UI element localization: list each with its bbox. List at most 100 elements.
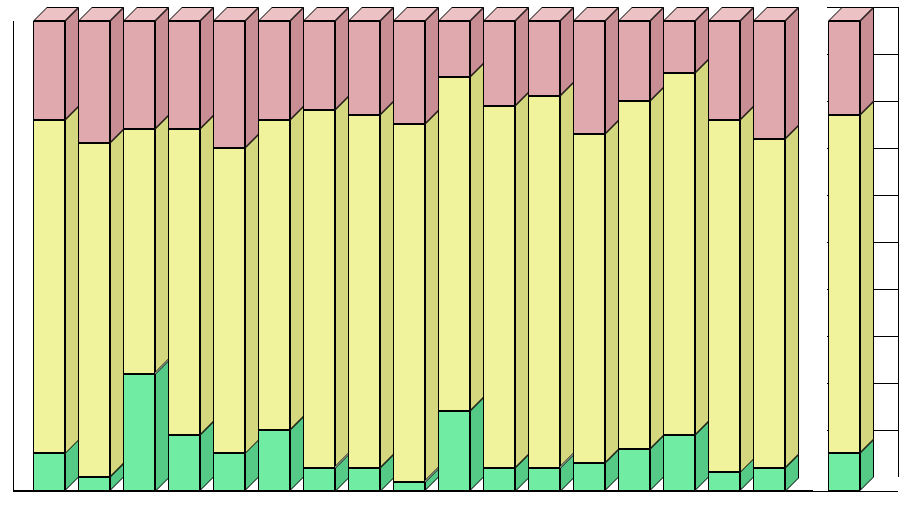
bar-segment-top	[33, 21, 65, 120]
bar-segment-bottom	[348, 468, 380, 492]
bar-segment-front	[393, 482, 425, 491]
bar-segment-bottom	[123, 374, 155, 492]
bar-column	[33, 21, 65, 491]
bar-segment-top	[528, 21, 560, 96]
bar-segment-side	[245, 134, 259, 454]
bar-segment-front	[123, 374, 155, 492]
bar-segment-side	[860, 101, 874, 453]
bar-segment-middle	[618, 101, 650, 449]
bar-segment-bottom	[303, 468, 335, 492]
bar-segment-middle	[78, 143, 110, 477]
bar-segment-middle	[663, 73, 695, 435]
bar-segment-front	[393, 124, 425, 481]
bar-segment-side	[110, 129, 124, 477]
bar-segment-front	[348, 468, 380, 492]
bar-segment-front	[438, 77, 470, 411]
bar-segment-bottom	[438, 411, 470, 491]
bar-column	[258, 21, 290, 491]
bar-segment-front	[438, 411, 470, 491]
bar-segment-front	[123, 129, 155, 373]
bar-segment-top	[168, 21, 200, 129]
bar-segment-middle	[438, 77, 470, 411]
bar-segment-top	[438, 21, 470, 77]
bar-segment-front	[483, 21, 515, 106]
bar-segment-middle	[393, 124, 425, 481]
bar-segment-middle	[33, 120, 65, 454]
bar-segment-side	[65, 7, 79, 120]
bar-segment-top	[348, 21, 380, 115]
bar-segment-bottom	[618, 449, 650, 491]
bar-segment-top	[78, 21, 110, 143]
bar-segment-side	[200, 7, 214, 129]
bar-segment-bottom	[483, 468, 515, 492]
bar-segment-side	[245, 7, 259, 148]
bar-segment-top	[708, 21, 740, 120]
bar-segment-side	[860, 7, 874, 115]
bar-column	[303, 21, 335, 491]
bar-segment-middle	[303, 110, 335, 467]
bar-segment-front	[348, 115, 380, 468]
bar-column	[393, 21, 425, 491]
bar-segment-front	[33, 21, 65, 120]
bar-segment-bottom	[828, 453, 860, 491]
bar-segment-front	[753, 21, 785, 139]
bar-segment-side	[335, 7, 349, 110]
bar-column	[348, 21, 380, 491]
bar-segment-middle	[708, 120, 740, 473]
bar-segment-front	[78, 143, 110, 477]
bar-segment-side	[515, 7, 529, 106]
axis-line-right	[898, 7, 899, 477]
bar-segment-front	[303, 110, 335, 467]
bar-segment-front	[708, 120, 740, 473]
bar-segment-top	[828, 21, 860, 115]
bar-segment-front	[753, 139, 785, 468]
bar-segment-side	[65, 106, 79, 454]
bar-segment-front	[168, 435, 200, 491]
stacked-bar-chart	[5, 5, 903, 506]
bar-column	[438, 21, 470, 491]
bar-segment-front	[828, 21, 860, 115]
bar-segment-front	[663, 73, 695, 435]
bar-segment-front	[303, 21, 335, 110]
bar-segment-side	[425, 7, 439, 124]
bar-segment-bottom	[393, 482, 425, 491]
bar-segment-front	[828, 453, 860, 491]
bar-segment-side	[785, 7, 799, 139]
bar-segment-front	[708, 472, 740, 491]
bar-segment-front	[618, 21, 650, 101]
bar-column	[123, 21, 155, 491]
bar-segment-side	[740, 106, 754, 473]
bar-segment-top	[213, 21, 245, 148]
bar-segment-front	[528, 21, 560, 96]
bar-column	[573, 21, 605, 491]
bar-column	[528, 21, 560, 491]
bar-segment-middle	[348, 115, 380, 468]
bar-segment-front	[258, 120, 290, 430]
bar-column	[78, 21, 110, 491]
bar-segment-bottom	[528, 468, 560, 492]
bar-column	[618, 21, 650, 491]
bar-segment-middle	[123, 129, 155, 373]
bar-segment-front	[33, 453, 65, 491]
bar-segment-front	[168, 129, 200, 435]
bar-segment-side	[605, 120, 619, 463]
bar-column	[753, 21, 785, 491]
bar-segment-front	[573, 134, 605, 463]
bar-segment-front	[828, 115, 860, 453]
bar-segment-side	[560, 82, 574, 467]
bar-segment-bottom	[33, 453, 65, 491]
bar-segment-front	[483, 468, 515, 492]
bar-segment-side	[605, 7, 619, 134]
bar-segment-front	[348, 21, 380, 115]
bar-segment-front	[663, 435, 695, 491]
bar-segment-bottom	[573, 463, 605, 491]
bar-segment-side	[290, 7, 304, 120]
bar-segment-front	[528, 96, 560, 467]
bar-segment-front	[528, 468, 560, 492]
bar-segment-side	[335, 96, 349, 467]
bar-segment-side	[155, 360, 169, 492]
bar-segment-front	[168, 21, 200, 129]
bar-segment-front	[708, 21, 740, 120]
bar-segment-top	[573, 21, 605, 134]
bar-segment-side	[515, 92, 529, 468]
